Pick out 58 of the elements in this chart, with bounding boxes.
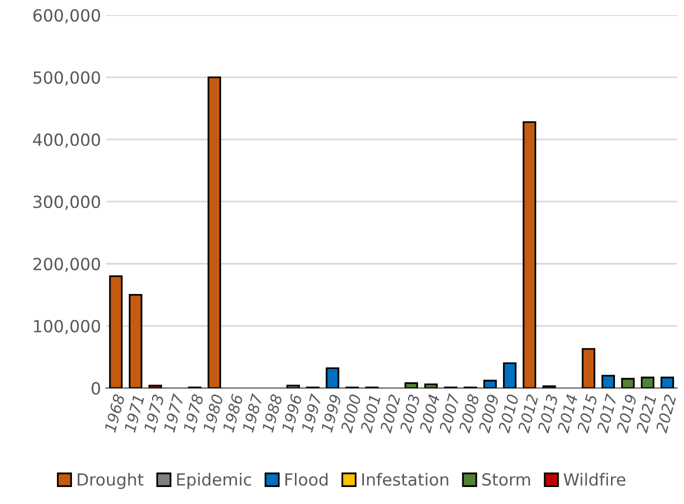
x-tick-label: 1999 <box>320 394 342 433</box>
bar <box>483 380 497 388</box>
y-tick-label: 500,000 <box>34 71 100 86</box>
x-tick-label: 2000 <box>340 394 362 434</box>
bar <box>503 362 516 388</box>
x-tick-label: 2003 <box>399 394 420 434</box>
x-tick-label: 1987 <box>242 393 264 433</box>
bar <box>326 367 340 388</box>
x-tick-label: 2012 <box>518 394 539 434</box>
x-tick-label: 2004 <box>419 394 440 434</box>
y-tick-label: 600,000 <box>33 9 100 24</box>
bar <box>424 384 438 388</box>
x-tick-label: 2015 <box>576 394 598 434</box>
legend-label: Infestation <box>362 472 448 486</box>
x-tick-label: 2022 <box>655 394 676 434</box>
x-tick-label: 1997 <box>301 393 322 433</box>
legend-label: Epidemic <box>177 472 252 489</box>
x-tick-label: 1971 <box>124 395 144 433</box>
x-tick-label: 1986 <box>222 394 244 433</box>
bar <box>109 275 123 388</box>
y-tick-label: 400,000 <box>33 133 100 148</box>
x-tick-label: 2021 <box>636 395 656 434</box>
x-tick-label: 2014 <box>556 394 578 434</box>
legend-label: Storm <box>482 473 530 486</box>
y-tick-label: 300,000 <box>34 196 100 210</box>
y-tick-label: 200,000 <box>33 258 100 272</box>
bar <box>404 382 418 388</box>
x-tick-label: 2008 <box>458 394 480 434</box>
x-tick-label: 2002 <box>380 394 401 434</box>
bar <box>621 378 635 388</box>
legend-label: Flood <box>285 472 328 486</box>
x-tick-label: 1988 <box>262 394 283 433</box>
x-tick-label: 2009 <box>478 394 500 434</box>
x-tick-label: 2017 <box>596 393 618 434</box>
x-tick-label: 1980 <box>202 394 224 433</box>
bar <box>640 376 654 388</box>
x-tick-label: 2001 <box>360 395 381 434</box>
x-tick-label: 2013 <box>537 394 558 434</box>
bar <box>522 121 536 388</box>
y-tick-label: 100,000 <box>34 320 100 334</box>
x-tick-label: 1977 <box>163 393 184 433</box>
x-tick-label: 2007 <box>438 393 460 434</box>
x-tick-label: 1973 <box>144 394 164 433</box>
bar <box>286 384 300 388</box>
legend-label: Drought <box>78 472 144 489</box>
x-tick-label: 2010 <box>498 394 519 434</box>
y-tick-label: 0 <box>92 382 100 395</box>
x-tick-label: 2019 <box>616 394 637 434</box>
bar <box>601 374 615 388</box>
bar <box>582 348 596 388</box>
x-tick-label: 1996 <box>281 394 302 433</box>
bar <box>208 76 222 388</box>
x-tick-label: 1978 <box>182 394 204 433</box>
bar <box>128 294 142 388</box>
bar <box>148 384 162 388</box>
x-tick-label: 1968 <box>104 394 126 433</box>
bar <box>660 376 674 388</box>
legend-label: Wildfire <box>564 472 626 486</box>
